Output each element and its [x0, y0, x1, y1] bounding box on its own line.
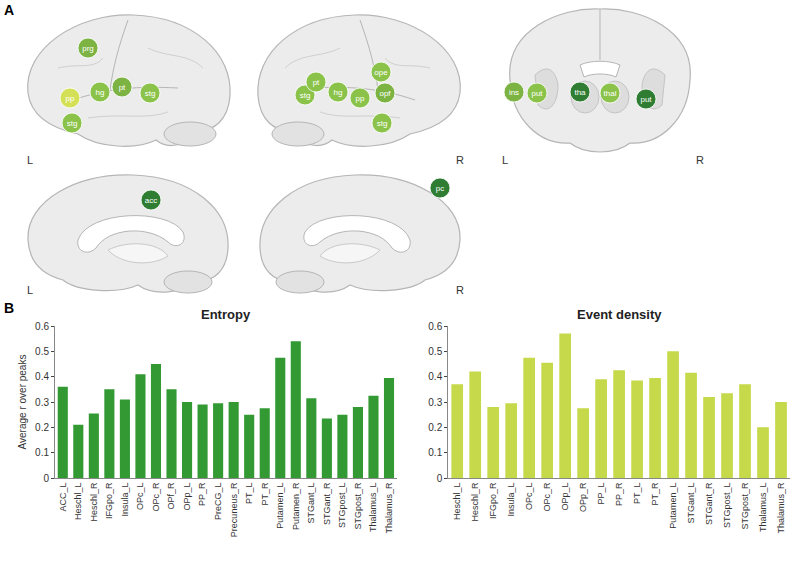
svg-text:hg: hg — [96, 88, 105, 97]
svg-text:STGant_R: STGant_R — [322, 482, 332, 525]
svg-text:Putamen_R: Putamen_R — [291, 482, 301, 530]
svg-text:0: 0 — [437, 473, 443, 484]
svg-text:stg: stg — [145, 89, 156, 98]
svg-text:STGant_L: STGant_L — [306, 483, 316, 524]
svg-text:PT_L: PT_L — [632, 483, 642, 505]
svg-text:ope: ope — [374, 68, 388, 77]
svg-text:put: put — [531, 89, 543, 98]
svg-text:STGant_L: STGant_L — [686, 483, 696, 524]
svg-text:tha: tha — [574, 88, 586, 97]
svg-text:STGant_R: STGant_R — [704, 482, 714, 525]
svg-text:OPp_L: OPp_L — [182, 483, 192, 511]
svg-text:STGpost_R: STGpost_R — [740, 482, 750, 530]
svg-text:OPc_L: OPc_L — [524, 483, 534, 511]
svg-text:pc: pc — [436, 184, 444, 193]
svg-text:stg: stg — [377, 119, 388, 128]
svg-text:Putamen_L: Putamen_L — [668, 483, 678, 529]
svg-text:Average r over peaks: Average r over peaks — [17, 355, 28, 450]
svg-text:PP_R: PP_R — [614, 482, 624, 506]
svg-text:OPc_R: OPc_R — [542, 482, 552, 512]
svg-text:0.2: 0.2 — [35, 422, 49, 433]
svg-text:Precuneus_R: Precuneus_R — [229, 482, 239, 537]
svg-text:thal: thal — [604, 89, 617, 98]
svg-text:0.3: 0.3 — [428, 397, 442, 408]
svg-text:Putamen_L: Putamen_L — [275, 483, 285, 529]
svg-text:R: R — [456, 284, 464, 296]
svg-text:IFGpo_R: IFGpo_R — [488, 482, 498, 519]
svg-text:0.6: 0.6 — [35, 321, 49, 332]
svg-text:OPp_L: OPp_L — [560, 483, 570, 511]
svg-text:OPp_R: OPp_R — [578, 482, 588, 512]
svg-text:0.4: 0.4 — [35, 371, 49, 382]
svg-text:0.1: 0.1 — [35, 447, 49, 458]
svg-text:STGpost_L: STGpost_L — [722, 483, 732, 529]
svg-text:Heschl_R: Heschl_R — [470, 482, 480, 522]
svg-text:STGpost_L: STGpost_L — [337, 483, 347, 529]
html-text:B: B — [4, 300, 15, 316]
svg-text:OPf_R: OPf_R — [166, 482, 176, 510]
svg-text:stg: stg — [67, 119, 78, 128]
svg-text:0.2: 0.2 — [428, 422, 442, 433]
svg-text:PP_L: PP_L — [596, 483, 606, 505]
svg-text:L: L — [27, 154, 33, 166]
svg-text:R: R — [456, 154, 464, 166]
svg-text:0.5: 0.5 — [428, 346, 442, 357]
svg-text:L: L — [27, 284, 33, 296]
svg-text:L: L — [502, 154, 508, 166]
svg-text:Insula_L: Insula_L — [506, 483, 516, 517]
svg-text:0.6: 0.6 — [428, 321, 442, 332]
svg-text:Thalamus_R: Thalamus_R — [776, 482, 786, 534]
svg-text:put: put — [640, 95, 652, 104]
svg-text:Thalamus_R: Thalamus_R — [384, 482, 394, 534]
svg-text:pt: pt — [313, 78, 320, 87]
svg-text:0.5: 0.5 — [35, 346, 49, 357]
svg-text:pt: pt — [119, 83, 126, 92]
svg-text:pp: pp — [66, 94, 75, 103]
svg-text:0.1: 0.1 — [428, 447, 442, 458]
svg-text:IFGpo_R: IFGpo_R — [104, 482, 114, 519]
svg-text:Heschl_L: Heschl_L — [73, 483, 83, 521]
svg-text:Event density: Event density — [577, 307, 662, 322]
svg-text:prg: prg — [82, 44, 94, 53]
svg-text:0.4: 0.4 — [428, 371, 442, 382]
svg-text:OPc_R: OPc_R — [151, 482, 161, 512]
svg-text:hg: hg — [334, 88, 343, 97]
svg-text:pp: pp — [356, 94, 365, 103]
svg-text:Thalamus_L: Thalamus_L — [758, 483, 768, 533]
svg-text:PT_R: PT_R — [260, 482, 270, 506]
svg-text:opf: opf — [379, 89, 391, 98]
svg-text:0: 0 — [43, 473, 49, 484]
svg-text:Entropy: Entropy — [201, 307, 251, 322]
svg-text:PT_R: PT_R — [650, 482, 660, 506]
svg-text:STGpost_R: STGpost_R — [353, 482, 363, 530]
svg-text:R: R — [696, 154, 704, 166]
svg-text:OPc_L: OPc_L — [135, 483, 145, 511]
svg-text:Insula_L: Insula_L — [120, 483, 130, 517]
svg-text:PP_R: PP_R — [198, 482, 208, 506]
svg-text:Heschl_L: Heschl_L — [452, 483, 462, 521]
svg-text:PreCG_L: PreCG_L — [213, 483, 223, 521]
svg-text:Thalamus_L: Thalamus_L — [368, 483, 378, 533]
svg-text:ACC_L: ACC_L — [58, 483, 68, 512]
svg-text:0.3: 0.3 — [35, 397, 49, 408]
svg-text:acc: acc — [145, 196, 157, 205]
svg-text:A: A — [4, 2, 14, 18]
svg-text:Heschl_R: Heschl_R — [89, 482, 99, 522]
svg-text:PT_L: PT_L — [244, 483, 254, 505]
svg-text:stg: stg — [300, 91, 311, 100]
svg-text:ins: ins — [509, 88, 519, 97]
